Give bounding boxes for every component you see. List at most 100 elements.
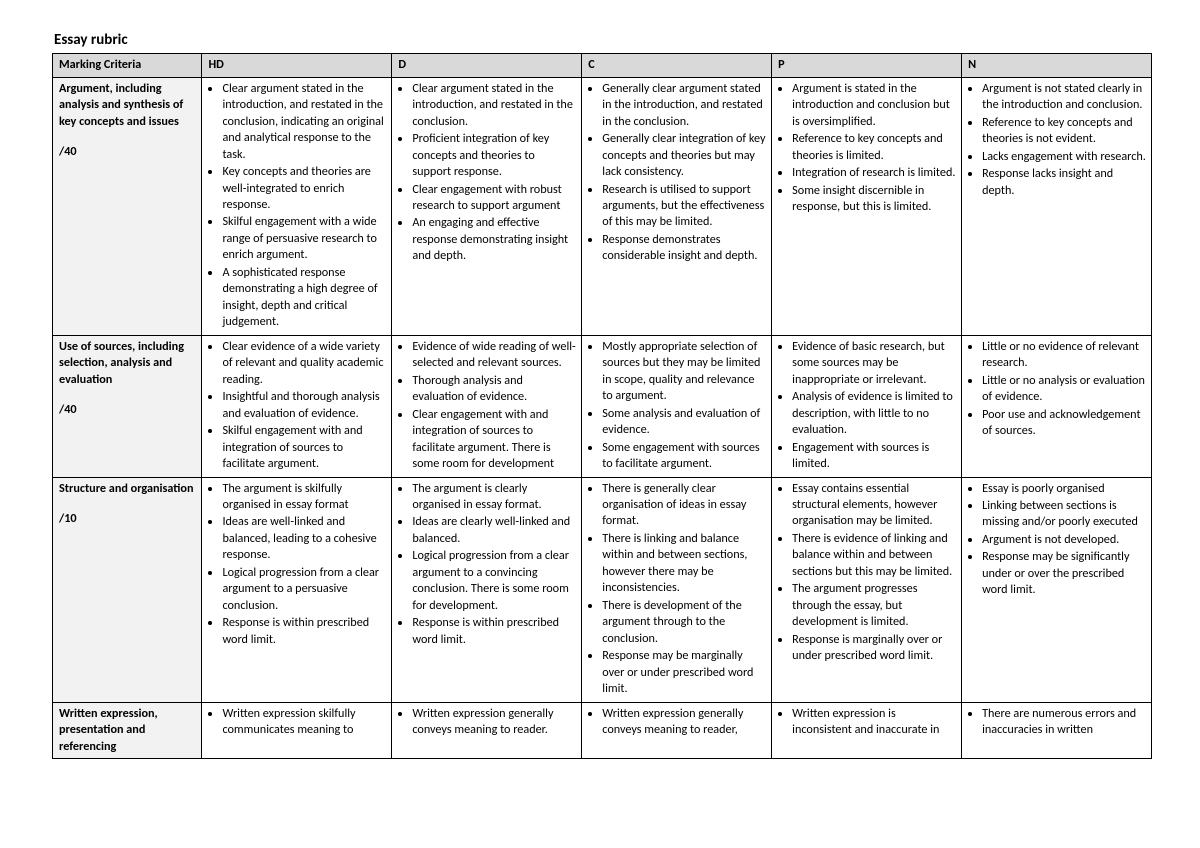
list-item: Clear evidence of a wide variety of rele…	[222, 339, 386, 388]
grade-cell-p: Written expression is inconsistent and i…	[772, 702, 962, 758]
bullet-list: The argument is skilfully organised in e…	[208, 481, 386, 649]
bullet-list: Clear evidence of a wide variety of rele…	[208, 339, 386, 473]
grade-cell-c: Written expression generally conveys mea…	[582, 702, 772, 758]
criteria-cell: Use of sources, including selection, ana…	[53, 335, 202, 477]
list-item: Little or no analysis or evaluation of e…	[982, 373, 1146, 406]
list-item: There is development of the argument thr…	[602, 598, 766, 647]
grade-cell-c: Generally clear argument stated in the i…	[582, 77, 772, 335]
grade-cell-d: Clear argument stated in the introductio…	[392, 77, 582, 335]
list-item: There is generally clear organisation of…	[602, 481, 766, 530]
bullet-list: Written expression is inconsistent and i…	[778, 706, 956, 739]
list-item: Lacks engagement with research.	[982, 149, 1146, 165]
list-item: An engaging and effective response demon…	[412, 215, 576, 264]
list-item: Thorough analysis and evaluation of evid…	[412, 373, 576, 406]
grade-cell-n: Essay is poorly organisedLinking between…	[962, 477, 1152, 702]
header-p: P	[772, 54, 962, 77]
header-c: C	[582, 54, 772, 77]
list-item: Argument is not developed.	[982, 532, 1146, 548]
grade-cell-hd: The argument is skilfully organised in e…	[202, 477, 392, 702]
bullet-list: There is generally clear organisation of…	[588, 481, 766, 698]
bullet-list: There are numerous errors and inaccuraci…	[968, 706, 1146, 739]
list-item: There is evidence of linking and balance…	[792, 531, 956, 580]
grade-cell-n: Little or no evidence of relevant resear…	[962, 335, 1152, 477]
list-item: Generally clear integration of key conce…	[602, 131, 766, 180]
grade-cell-d: Evidence of wide reading of well-selecte…	[392, 335, 582, 477]
list-item: The argument is skilfully organised in e…	[222, 481, 386, 514]
list-item: Clear engagement with robust research to…	[412, 182, 576, 215]
list-item: Clear argument stated in the introductio…	[222, 81, 386, 163]
list-item: Written expression generally conveys mea…	[412, 706, 576, 739]
list-item: Clear engagement with and integration of…	[412, 407, 576, 473]
list-item: Poor use and acknowledgement of sources.	[982, 407, 1146, 440]
table-row: Structure and organisation/10 The argumen…	[53, 477, 1152, 702]
list-item: Mostly appropriate selection of sources …	[602, 339, 766, 405]
list-item: Ideas are well-linked and balanced, lead…	[222, 514, 386, 563]
list-item: Generally clear argument stated in the i…	[602, 81, 766, 130]
list-item: Insightful and thorough analysis and eva…	[222, 389, 386, 422]
list-item: Key concepts and theories are well-integ…	[222, 164, 386, 213]
list-item: Response is within prescribed word limit…	[412, 615, 576, 648]
list-item: Some analysis and evaluation of evidence…	[602, 406, 766, 439]
list-item: Written expression skilfully communicate…	[222, 706, 386, 739]
list-item: Essay contains essential structural elem…	[792, 481, 956, 530]
bullet-list: Written expression generally conveys mea…	[398, 706, 576, 739]
bullet-list: Little or no evidence of relevant resear…	[968, 339, 1146, 440]
list-item: Integration of research is limited.	[792, 165, 956, 181]
bullet-list: Evidence of basic research, but some sou…	[778, 339, 956, 473]
bullet-list: Evidence of wide reading of well-selecte…	[398, 339, 576, 473]
list-item: Skilful engagement with a wide range of …	[222, 214, 386, 263]
list-item: Argument is not stated clearly in the in…	[982, 81, 1146, 114]
criteria-label: Argument, including analysis and synthes…	[59, 81, 196, 130]
table-row: Written expression, presentation and ref…	[53, 702, 1152, 758]
list-item: Argument is stated in the introduction a…	[792, 81, 956, 130]
bullet-list: Clear argument stated in the introductio…	[398, 81, 576, 265]
criteria-label: Written expression, presentation and ref…	[59, 706, 196, 755]
header-criteria: Marking Criteria	[53, 54, 202, 77]
bullet-list: Mostly appropriate selection of sources …	[588, 339, 766, 473]
grade-cell-p: Evidence of basic research, but some sou…	[772, 335, 962, 477]
list-item: There are numerous errors and inaccuraci…	[982, 706, 1146, 739]
list-item: The argument progresses through the essa…	[792, 581, 956, 630]
criteria-weight: /10	[59, 511, 196, 527]
table-row: Use of sources, including selection, ana…	[53, 335, 1152, 477]
bullet-list: Generally clear argument stated in the i…	[588, 81, 766, 265]
grade-cell-hd: Written expression skilfully communicate…	[202, 702, 392, 758]
list-item: Linking between sections is missing and/…	[982, 498, 1146, 531]
list-item: Written expression generally conveys mea…	[602, 706, 766, 739]
header-row: Marking Criteria HD D C P N	[53, 54, 1152, 77]
list-item: Logical progression from a clear argumen…	[222, 565, 386, 614]
grade-cell-p: Essay contains essential structural elem…	[772, 477, 962, 702]
list-item: Little or no evidence of relevant resear…	[982, 339, 1146, 372]
list-item: Clear argument stated in the introductio…	[412, 81, 576, 130]
table-row: Argument, including analysis and synthes…	[53, 77, 1152, 335]
grade-cell-c: There is generally clear organisation of…	[582, 477, 772, 702]
list-item: Written expression is inconsistent and i…	[792, 706, 956, 739]
criteria-weight: /40	[59, 402, 196, 418]
bullet-list: Essay is poorly organisedLinking between…	[968, 481, 1146, 599]
bullet-list: Written expression generally conveys mea…	[588, 706, 766, 739]
list-item: Proficient integration of key concepts a…	[412, 131, 576, 180]
criteria-label: Structure and organisation	[59, 481, 196, 497]
grade-cell-n: Argument is not stated clearly in the in…	[962, 77, 1152, 335]
grade-cell-d: The argument is clearly organised in ess…	[392, 477, 582, 702]
grade-cell-d: Written expression generally conveys mea…	[392, 702, 582, 758]
criteria-cell: Written expression, presentation and ref…	[53, 702, 202, 758]
list-item: Engagement with sources is limited.	[792, 440, 956, 473]
bullet-list: Written expression skilfully communicate…	[208, 706, 386, 739]
grade-cell-p: Argument is stated in the introduction a…	[772, 77, 962, 335]
list-item: Response may be marginally over or under…	[602, 648, 766, 697]
list-item: Skilful engagement with and integration …	[222, 423, 386, 472]
bullet-list: Clear argument stated in the introductio…	[208, 81, 386, 331]
list-item: Research is utilised to support argument…	[602, 182, 766, 231]
bullet-list: The argument is clearly organised in ess…	[398, 481, 576, 649]
criteria-label: Use of sources, including selection, ana…	[59, 339, 196, 388]
list-item: Reference to key concepts and theories i…	[982, 115, 1146, 148]
page-title: Essay rubric	[54, 30, 1152, 50]
list-item: A sophisticated response demonstrating a…	[222, 265, 386, 331]
list-item: Evidence of wide reading of well-selecte…	[412, 339, 576, 372]
list-item: Some engagement with sources to facilita…	[602, 440, 766, 473]
list-item: Reference to key concepts and theories i…	[792, 131, 956, 164]
list-item: Ideas are clearly well-linked and balanc…	[412, 514, 576, 547]
list-item: The argument is clearly organised in ess…	[412, 481, 576, 514]
list-item: Response lacks insight and depth.	[982, 166, 1146, 199]
